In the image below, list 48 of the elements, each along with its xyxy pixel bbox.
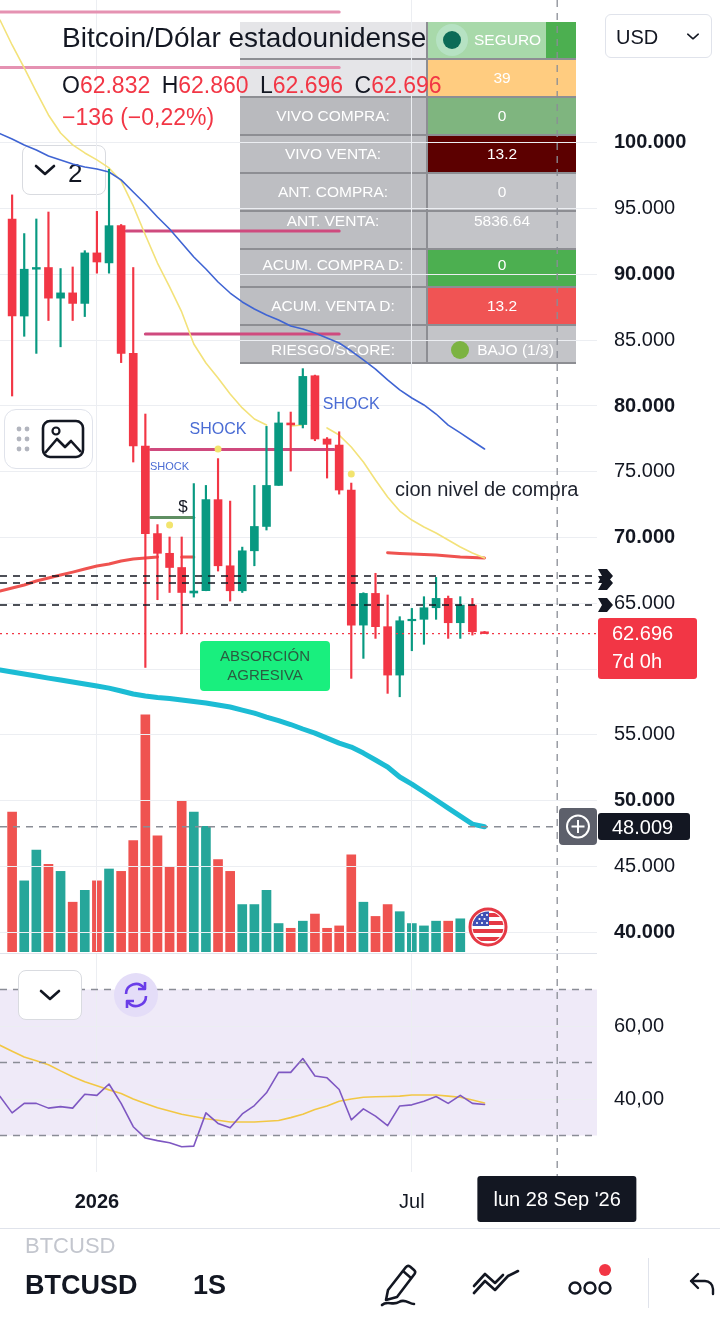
- annotation: 13.2: [486, 297, 518, 315]
- annotation: SHOCK: [150, 460, 190, 472]
- callout-box: ABSORCIÓN AGRESIVA: [200, 641, 330, 691]
- y-tick-label: 90.000: [614, 261, 676, 284]
- text: 1S: [193, 1270, 227, 1301]
- annotation: SHOCK: [189, 419, 247, 438]
- y-tick-label: 45.000: [614, 853, 676, 876]
- annotation: BAJO (1/3): [477, 341, 554, 359]
- annotation: ANT. VENTA:: [286, 211, 380, 229]
- y-tick-label: 60,00: [614, 1013, 665, 1036]
- currency-dropdown: USD: [605, 14, 712, 58]
- annotation: SHOCK: [322, 395, 380, 413]
- annotation: 39: [493, 69, 511, 87]
- y-tick-label: 40,00: [614, 1086, 665, 1109]
- ref-line-label: lun 28 Sep '26: [477, 1176, 637, 1222]
- annotation: ACUM. COMPRA D:: [262, 256, 404, 274]
- text: BTCUSD: [25, 1233, 116, 1259]
- y-tick-label: 65.000: [614, 590, 676, 613]
- y-tick-label: 50.000: [614, 788, 676, 811]
- y-tick-label: 100.000: [614, 130, 687, 153]
- y-tick-label: 55.000: [614, 722, 676, 745]
- annotation: 13.2: [486, 145, 518, 163]
- annotation: ANT. COMPRA:: [277, 183, 389, 201]
- x-tick-label: 2026: [74, 1189, 120, 1212]
- annotation: VIVO VENTA:: [284, 145, 382, 163]
- x-tick-label: Jul: [399, 1189, 425, 1212]
- annotation: ACUM. VENTA D:: [271, 297, 395, 315]
- ref-line-label: 62.696: [612, 621, 674, 644]
- y-tick-label: 40.000: [614, 919, 676, 942]
- annotation: cion nivel de compra: [395, 478, 579, 501]
- text: Bitcoin/Dólar estadounidense: [62, 22, 427, 54]
- annotation: $: [178, 497, 188, 517]
- y-tick-label: 75.000: [614, 459, 676, 482]
- annotation: 5836.64: [473, 211, 531, 229]
- y-tick-label: 80.000: [614, 393, 676, 416]
- y-tick-label: 95.000: [614, 196, 676, 219]
- text: 7d 0h: [612, 650, 663, 673]
- y-tick-label: 70.000: [614, 525, 676, 548]
- annotation: SEGURO: [474, 31, 542, 49]
- annotation: 0: [497, 183, 507, 201]
- annotation: VIVO COMPRA:: [276, 107, 390, 125]
- annotation: ABSORCIÓN AGRESIVA: [219, 647, 311, 685]
- text: BTCUSD: [25, 1270, 138, 1301]
- annotation: 0: [497, 256, 507, 274]
- ref-line-label: 48.009: [598, 813, 690, 841]
- annotation: 0: [497, 107, 507, 125]
- y-tick-label: 85.000: [614, 327, 676, 350]
- annotation: −136 (−0,22%): [62, 104, 215, 131]
